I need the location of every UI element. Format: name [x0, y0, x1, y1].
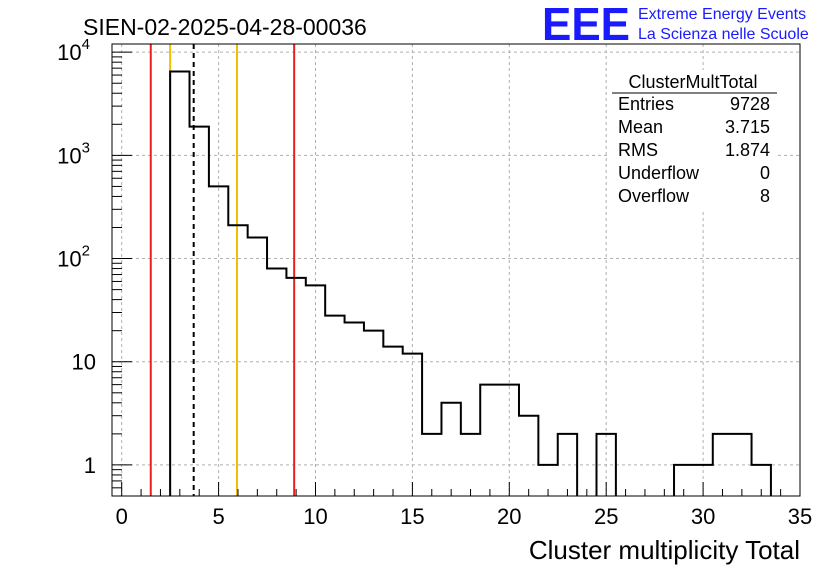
eee-logo: EEE Extreme Energy Events La Scienza nel…: [542, 0, 809, 50]
stats-value-mean: 3.715: [725, 117, 770, 137]
stats-value-rms: 1.874: [725, 140, 770, 160]
x-tick-label: 10: [303, 504, 327, 529]
y-tick-label: 1: [84, 453, 96, 478]
y-tick-label: 104: [57, 36, 90, 65]
x-tick-label: 20: [497, 504, 521, 529]
stats-label-rms: RMS: [618, 140, 658, 160]
x-tick-label: 35: [788, 504, 812, 529]
y-tick-label: 10: [72, 350, 96, 375]
stats-label-mean: Mean: [618, 117, 663, 137]
chart-title: SIEN-02-2025-04-28-00036: [83, 14, 367, 40]
x-tick-label: 15: [400, 504, 424, 529]
stats-name: ClusterMultTotal: [628, 72, 757, 92]
stats-value-entries: 9728: [730, 94, 770, 114]
stats-value-overflow: 8: [760, 186, 770, 206]
logo-line-2: La Scienza nelle Scuole: [638, 26, 809, 43]
histogram-outline: [169, 70, 772, 496]
y-tick-label: 102: [57, 243, 90, 272]
stats-label-entries: Entries: [618, 94, 674, 114]
x-tick-label: 0: [116, 504, 128, 529]
x-tick-label: 5: [212, 504, 224, 529]
grid: [112, 44, 801, 496]
x-axis-title: Cluster multiplicity Total: [529, 535, 800, 565]
y-tick-label: 103: [57, 139, 90, 168]
logo-mark: EEE: [542, 0, 630, 50]
stats-value-underflow: 0: [760, 163, 770, 183]
x-tick-label: 30: [691, 504, 715, 529]
stats-box: ClusterMultTotal Entries 9728 Mean 3.715…: [610, 70, 778, 210]
x-tick-label: 25: [594, 504, 618, 529]
y-tick-labels: 1 10 102 103 104: [57, 36, 96, 478]
stats-label-underflow: Underflow: [618, 163, 700, 183]
axis-ticks: [112, 51, 801, 497]
plot-frame: [111, 43, 801, 497]
stats-label-overflow: Overflow: [618, 186, 690, 206]
x-tick-labels: 0 5 10 15 20 25 30 35: [116, 504, 813, 529]
logo-line-1: Extreme Energy Events: [638, 6, 806, 23]
histogram-bars: [169, 70, 772, 496]
